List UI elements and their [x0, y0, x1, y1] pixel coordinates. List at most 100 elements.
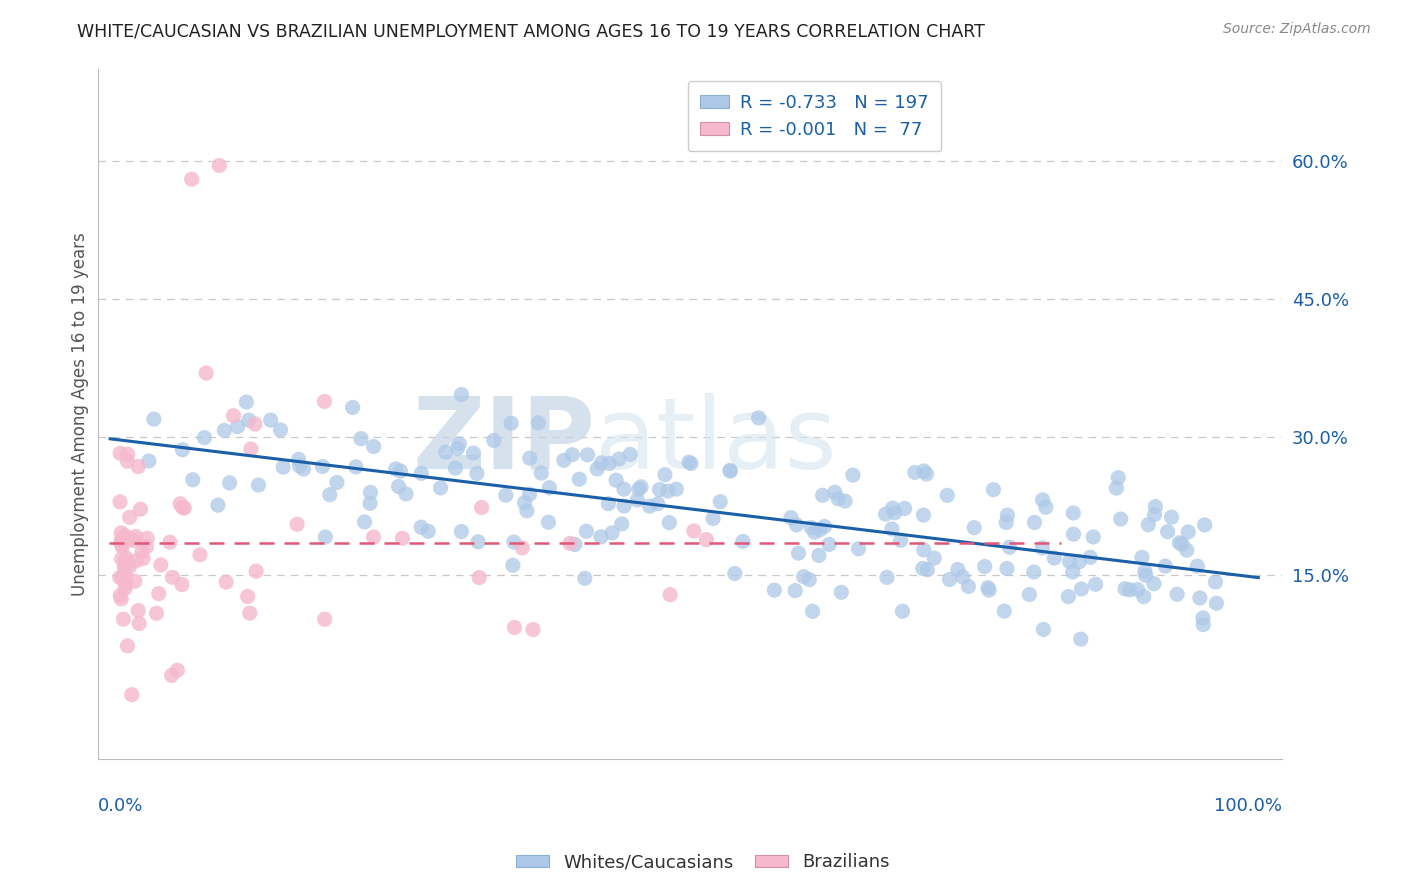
Point	[613, 499, 636, 513]
Point	[679, 457, 702, 471]
Point	[1143, 576, 1166, 591]
Point	[1187, 559, 1209, 574]
Point	[1171, 537, 1194, 551]
Point	[350, 432, 373, 446]
Point	[110, 446, 132, 460]
Point	[142, 412, 165, 426]
Point	[1063, 527, 1085, 541]
Point	[787, 546, 810, 560]
Point	[574, 571, 596, 585]
Point	[598, 497, 620, 511]
Point	[1192, 617, 1215, 632]
Point	[434, 445, 457, 459]
Point	[468, 570, 491, 584]
Point	[1035, 500, 1057, 515]
Point	[1018, 588, 1040, 602]
Point	[912, 542, 935, 557]
Point	[912, 464, 935, 478]
Point	[516, 504, 538, 518]
Text: Source: ZipAtlas.com: Source: ZipAtlas.com	[1223, 22, 1371, 37]
Point	[149, 558, 172, 572]
Point	[111, 540, 134, 554]
Point	[136, 531, 159, 545]
Point	[880, 522, 903, 536]
Point	[387, 479, 409, 493]
Point	[271, 460, 294, 475]
Point	[922, 551, 945, 566]
Point	[883, 506, 905, 520]
Point	[568, 472, 591, 486]
Point	[129, 502, 152, 516]
Point	[893, 501, 915, 516]
Point	[731, 534, 754, 549]
Point	[193, 431, 215, 445]
Point	[145, 607, 167, 621]
Point	[1119, 582, 1142, 597]
Point	[591, 456, 613, 470]
Point	[236, 590, 259, 604]
Point	[1135, 568, 1157, 582]
Point	[1114, 582, 1136, 596]
Point	[270, 423, 292, 437]
Point	[117, 555, 139, 569]
Point	[1143, 508, 1166, 522]
Point	[785, 517, 807, 532]
Point	[411, 467, 433, 481]
Point	[218, 475, 240, 490]
Point	[450, 387, 472, 401]
Point	[128, 616, 150, 631]
Point	[538, 481, 561, 495]
Point	[890, 533, 912, 548]
Legend: Whites/Caucasians, Brazilians: Whites/Caucasians, Brazilians	[509, 847, 897, 879]
Point	[1160, 510, 1182, 524]
Point	[702, 511, 724, 525]
Point	[561, 448, 583, 462]
Point	[842, 468, 865, 483]
Point	[501, 417, 523, 431]
Point	[353, 515, 375, 529]
Point	[807, 549, 830, 563]
Point	[114, 555, 136, 569]
Point	[785, 583, 807, 598]
Point	[170, 577, 193, 591]
Point	[222, 409, 245, 423]
Point	[519, 451, 541, 466]
Point	[114, 567, 136, 582]
Point	[586, 462, 609, 476]
Point	[226, 419, 249, 434]
Point	[159, 535, 181, 549]
Point	[115, 550, 138, 565]
Point	[600, 525, 623, 540]
Point	[522, 623, 544, 637]
Point	[527, 416, 550, 430]
Point	[180, 172, 202, 186]
Point	[813, 519, 835, 533]
Point	[1107, 470, 1129, 484]
Point	[121, 688, 143, 702]
Point	[848, 541, 870, 556]
Point	[724, 566, 747, 581]
Point	[1059, 554, 1081, 568]
Point	[172, 442, 194, 457]
Point	[482, 434, 505, 448]
Point	[449, 437, 471, 451]
Point	[117, 454, 139, 468]
Point	[117, 639, 139, 653]
Point	[564, 537, 586, 551]
Point	[450, 524, 472, 539]
Point	[172, 500, 194, 515]
Point	[824, 485, 846, 500]
Text: 0.0%: 0.0%	[97, 797, 143, 814]
Point	[830, 585, 852, 599]
Point	[120, 533, 142, 547]
Point	[912, 508, 935, 522]
Point	[1188, 591, 1211, 605]
Point	[110, 525, 132, 540]
Point	[605, 473, 627, 487]
Point	[1204, 574, 1226, 589]
Point	[513, 496, 536, 510]
Point	[285, 517, 308, 532]
Point	[110, 536, 132, 550]
Point	[314, 612, 336, 626]
Point	[811, 488, 834, 502]
